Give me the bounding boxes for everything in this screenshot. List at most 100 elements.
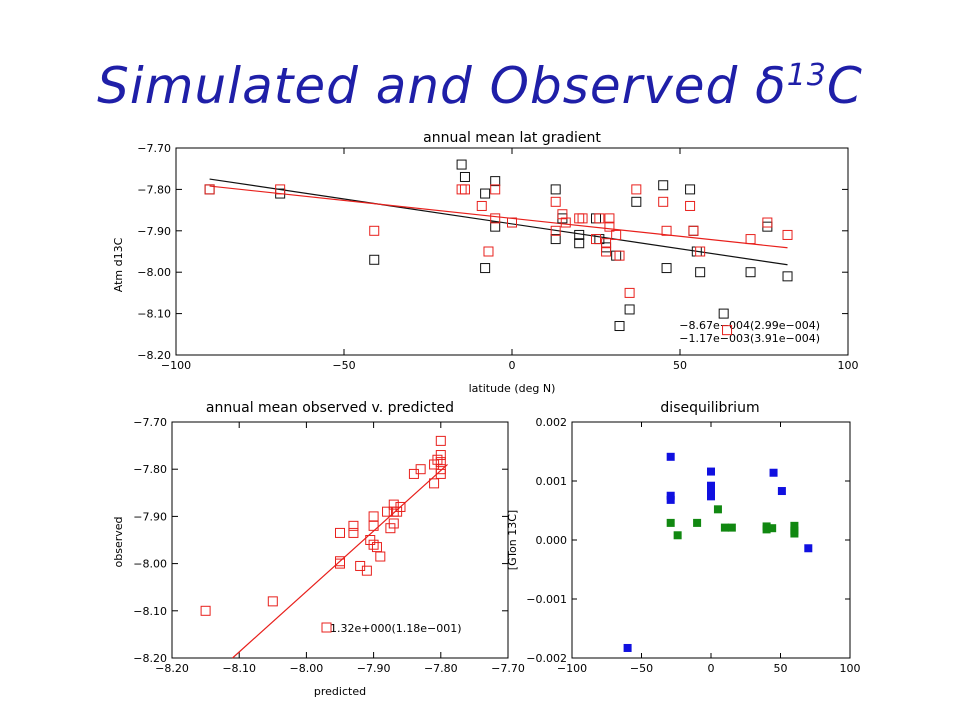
slide-title: Simulated and Observed δ13C [0,46,960,116]
obs-x-tick-label: −8.00 [290,662,324,675]
dis-x-tick-label: −50 [630,662,653,675]
dis-point-blue [666,495,675,504]
lat-point-red [557,209,568,220]
lat-point-red [459,184,470,195]
lat-x-tick-label: 0 [509,359,516,372]
lat-fit-line-red [209,185,788,249]
lat-point-red [369,225,380,236]
dis-x-tick-label: 100 [840,662,861,675]
dis-x-tick-label: −100 [557,662,587,675]
dis-y-tick-label: 0.001 [536,475,568,488]
dis-point-green [666,518,675,527]
obs-point-red [371,542,382,553]
dis-point-blue [769,468,778,477]
lat-point-black [658,180,669,191]
obs-point-red [335,558,345,569]
dis-point-green [762,525,771,534]
lat-point-black [480,263,491,274]
obs-x-tick-label: −8.20 [155,662,189,675]
lat-point-red [685,200,696,211]
dis-y-tick-label: −0.002 [526,652,567,665]
dis-point-green [790,529,799,538]
obs-y-tick-label: −8.10 [133,605,167,618]
obs-fit-annotation: 1.32e+000(1.18e−001) [330,622,462,635]
dis-x-tick-label: 0 [708,662,715,675]
lat-x-tick-label: −50 [332,359,355,372]
lat-chart-title: annual mean lat gradient [423,130,601,146]
lat-point-red [762,217,773,228]
lat-point-red [661,225,672,236]
lat-point-red [560,217,571,228]
obs-point-red [368,511,379,522]
lat-point-red [550,225,561,236]
lat-point-black [369,254,380,265]
obs-point-red [395,501,406,512]
lat-point-red [631,184,642,195]
dis-y-tick-label: −0.001 [526,593,567,606]
obs-y-tick-label: −8.00 [133,558,167,571]
lat-point-red [490,213,501,224]
lat-x-tick-label: 50 [673,359,687,372]
lat-point-black [550,184,561,195]
lat-point-red [782,229,793,240]
dis-y-axis-label: [GTon 13C] [506,510,519,570]
obs-point-red [435,468,446,479]
lat-point-black [550,234,561,245]
lat-point-red [611,229,622,240]
lat-point-red [745,234,756,245]
lat-point-red [490,184,501,195]
lat-point-red [507,217,517,228]
lat-fit-annotation-black: −1.17e−003(3.91e−004) [679,332,820,345]
obs-x-tick-label: −7.70 [491,662,525,675]
lat-y-tick-label: −7.80 [137,183,171,196]
obs-point-red [435,450,446,461]
lat-point-red [604,221,615,232]
obs-x-tick-label: −8.10 [222,662,256,675]
slide-title-end: C [826,57,863,115]
obs-fit-line-red [232,464,448,659]
dis-point-blue [777,487,786,496]
obs-point-red [368,520,379,531]
dis-y-tick-label: 0.002 [536,416,568,429]
obs-x-axis-label: predicted [314,685,366,698]
obs-point-red [348,527,359,538]
lat-point-red [695,246,706,257]
lat-point-black [490,221,501,232]
lat-point-black [480,188,491,199]
obs-annotation-marker [321,622,332,633]
dis-point-green [693,518,702,527]
obs-x-tick-label: −7.80 [424,662,458,675]
dis-point-green [720,523,729,532]
obs-point-red [415,464,426,475]
lat-point-red [476,200,487,211]
slide-title-superscript: 13 [786,58,827,93]
lat-point-red [722,325,733,336]
obs-point-red [382,506,393,517]
lat-point-red [604,213,615,224]
dis-point-green [673,531,682,540]
lat-y-axis-label: Atm d13C [112,237,125,292]
dis-point-green [768,524,777,533]
lat-point-black [574,238,585,249]
obs-x-tick-label: −7.90 [357,662,391,675]
obs-y-tick-label: −8.20 [133,652,167,665]
lat-point-red [658,196,669,207]
obs-y-tick-label: −7.80 [133,463,167,476]
lat-point-black [718,308,729,319]
lat-x-tick-label: −100 [161,359,191,372]
lat-point-red [550,196,561,207]
dis-x-tick-label: 50 [774,662,788,675]
obs-point-red [388,499,399,510]
lat-y-tick-label: −7.90 [137,225,171,238]
lat-point-red [591,234,601,245]
obs-y-axis-label: observed [112,517,125,568]
lat-point-black [574,229,585,240]
lat-y-tick-label: −7.70 [137,142,171,155]
obs-chart-title: annual mean observed v. predicted [206,400,454,416]
obs-point-red [361,565,372,576]
obs-point-red [368,539,379,550]
lat-point-black [456,159,467,170]
dis-point-green [790,521,799,530]
dis-chart-title: disequilibrium [660,400,759,416]
